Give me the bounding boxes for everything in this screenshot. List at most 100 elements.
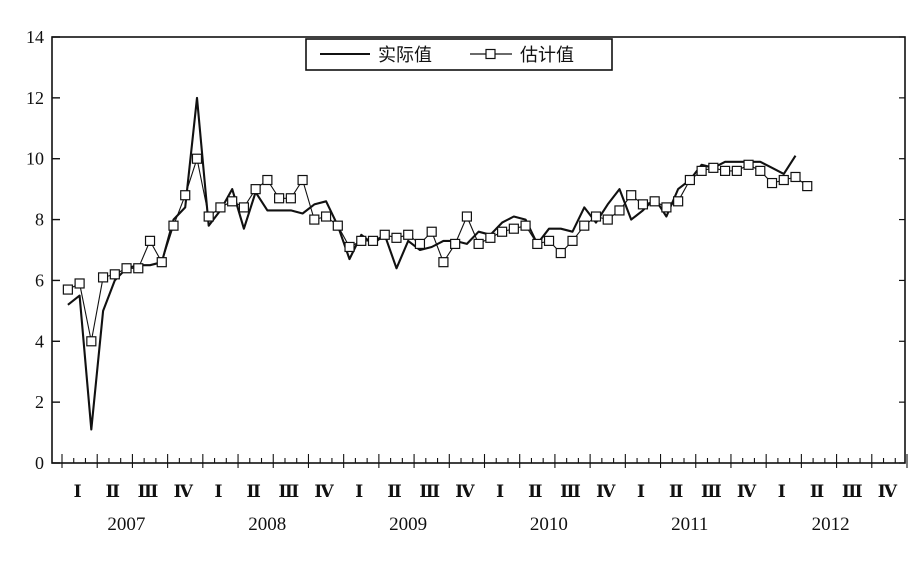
x-quarter-label: Ⅰ — [778, 482, 786, 501]
x-year-label: 2010 — [530, 514, 568, 535]
y-tick-label: 14 — [26, 27, 44, 47]
estimate-point — [356, 235, 367, 246]
x-quarter-label: Ⅱ — [106, 482, 120, 501]
estimate-point — [133, 263, 144, 274]
estimate-point — [661, 202, 672, 213]
estimate-point — [719, 165, 731, 176]
x-quarter-label: Ⅱ — [669, 482, 683, 501]
estimate-point — [367, 235, 379, 246]
x-year-label: 2009 — [389, 514, 427, 535]
estimate-point — [274, 193, 285, 204]
estimate-point — [121, 263, 132, 274]
legend-label-actual: 实际值 — [378, 45, 432, 66]
x-quarter-label: Ⅳ — [455, 482, 475, 501]
estimate-point — [461, 211, 472, 222]
x-year-label: 2012 — [812, 514, 850, 535]
estimate-point — [156, 257, 167, 268]
x-quarter-label: Ⅲ — [138, 482, 159, 501]
series-line-actual — [67, 96, 797, 431]
estimate-point — [168, 220, 179, 231]
estimate-point — [450, 238, 461, 250]
estimate-point — [86, 336, 97, 347]
estimate-point — [309, 214, 320, 225]
x-quarter-label: Ⅲ — [419, 482, 440, 501]
estimate-point — [344, 241, 355, 253]
x-quarter-label: Ⅱ — [528, 482, 542, 501]
x-quarter-label: Ⅰ — [355, 482, 363, 501]
estimate-point — [473, 238, 484, 250]
x-quarter-label: Ⅰ — [74, 482, 82, 501]
estimate-point — [180, 190, 191, 201]
x-quarter-label: Ⅰ — [214, 482, 222, 501]
estimate-point — [790, 171, 801, 183]
y-tick-label: 10 — [26, 149, 44, 169]
estimate-point — [485, 232, 496, 243]
y-tick-label: 6 — [35, 270, 44, 290]
x-quarter-label: Ⅱ — [387, 482, 401, 501]
estimate-point — [391, 232, 402, 243]
plot-frame — [51, 36, 906, 464]
estimate-point — [497, 226, 508, 237]
x-year-label: 2011 — [671, 514, 708, 535]
y-tick-label: 2 — [35, 392, 44, 412]
estimate-point — [555, 247, 566, 259]
estimate-point — [97, 272, 109, 283]
estimate-point — [438, 257, 449, 268]
estimate-point — [332, 220, 343, 231]
x-quarter-label: Ⅳ — [878, 482, 898, 501]
estimate-point — [766, 177, 778, 189]
x-quarter-label: Ⅳ — [596, 482, 616, 501]
estimate-point — [520, 220, 531, 231]
estimate-point — [684, 174, 695, 186]
x-quarter-label: Ⅲ — [701, 482, 722, 501]
x-quarter-label: Ⅲ — [560, 482, 581, 501]
estimate-point — [708, 162, 719, 173]
estimate-point — [731, 165, 742, 176]
estimate-point — [696, 165, 707, 176]
estimate-point — [379, 229, 390, 240]
x-quarter-label: Ⅰ — [637, 482, 645, 501]
estimate-point — [403, 229, 414, 240]
x-quarter-label: Ⅲ — [279, 482, 300, 501]
estimate-point — [602, 214, 613, 225]
estimate-point — [579, 220, 590, 231]
estimate-point — [285, 193, 296, 204]
x-quarter-label: Ⅳ — [314, 482, 334, 501]
estimate-point — [508, 223, 519, 234]
y-tick-label: 8 — [35, 210, 44, 230]
estimate-point — [743, 159, 754, 170]
estimate-point — [191, 153, 203, 164]
estimate-point — [238, 202, 250, 213]
estimate-point — [109, 269, 120, 280]
estimate-point — [649, 196, 660, 207]
estimate-point — [802, 181, 813, 192]
x-quarter-label: Ⅱ — [810, 482, 824, 501]
estimate-point — [626, 190, 637, 201]
legend-swatch-estimate-marker — [485, 48, 496, 60]
estimate-point — [590, 211, 602, 222]
estimate-point — [532, 238, 543, 250]
estimate-point — [778, 174, 789, 186]
estimate-point — [203, 211, 214, 222]
series-layer — [62, 96, 813, 431]
estimate-point — [62, 284, 73, 295]
legend-label-estimate: 估计值 — [520, 45, 574, 66]
x-quarter-label: Ⅱ — [246, 482, 260, 501]
y-tick-label: 0 — [35, 453, 44, 473]
estimate-point — [426, 226, 437, 237]
y-tick-label: 4 — [35, 331, 44, 351]
estimate-point — [297, 174, 308, 186]
estimate-point — [614, 205, 625, 216]
x-year-label: 2007 — [107, 514, 145, 535]
estimate-point — [414, 238, 426, 250]
estimate-point — [543, 235, 555, 246]
estimate-point — [262, 174, 273, 186]
x-year-label: 2008 — [248, 514, 286, 535]
estimate-point — [144, 235, 156, 246]
estimate-point — [673, 196, 684, 207]
x-quarter-label: Ⅲ — [842, 482, 863, 501]
legend: 实际值 估计值 — [305, 38, 613, 71]
estimate-point — [250, 184, 261, 195]
